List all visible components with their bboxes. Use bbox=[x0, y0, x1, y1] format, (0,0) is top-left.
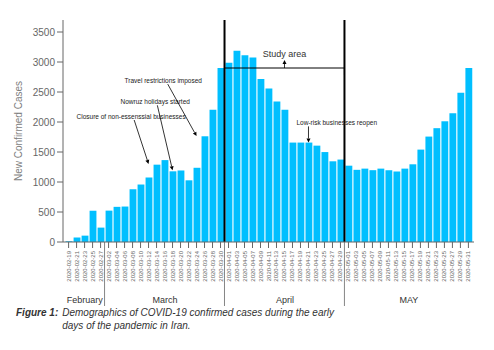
svg-text:2020-02-19: 2020-02-19 bbox=[66, 250, 72, 281]
svg-text:1500: 1500 bbox=[33, 147, 56, 158]
svg-text:Travel restrictions imposed: Travel restrictions imposed bbox=[125, 77, 203, 85]
svg-text:2020-05-25: 2020-05-25 bbox=[441, 250, 447, 281]
svg-text:2020-05-15: 2020-05-15 bbox=[401, 250, 407, 281]
svg-text:2020-04-25: 2020-04-25 bbox=[321, 250, 327, 281]
svg-text:2020-03-06: 2020-03-06 bbox=[122, 250, 128, 281]
svg-text:2020-05-13: 2020-05-13 bbox=[393, 250, 399, 281]
svg-text:2020-03-08: 2020-03-08 bbox=[130, 250, 136, 281]
svg-text:2020-02-21: 2020-02-21 bbox=[74, 250, 80, 281]
svg-text:2020-04-29: 2020-04-29 bbox=[337, 250, 343, 281]
svg-text:2020-05-19: 2020-05-19 bbox=[417, 250, 423, 281]
svg-text:2020-03-30: 2020-03-30 bbox=[218, 250, 224, 281]
svg-text:2020-03-26: 2020-03-26 bbox=[202, 250, 208, 281]
svg-text:2020-03-16: 2020-03-16 bbox=[162, 250, 168, 281]
svg-text:Nowruz holidays started: Nowruz holidays started bbox=[121, 98, 191, 106]
svg-text:2020-03-20: 2020-03-20 bbox=[178, 250, 184, 281]
svg-text:2020-04-03: 2020-04-03 bbox=[234, 250, 240, 281]
svg-text:2020-03-28: 2020-03-28 bbox=[210, 250, 216, 281]
svg-text:2020-02-23: 2020-02-23 bbox=[82, 250, 88, 281]
svg-text:2020-05-09: 2020-05-09 bbox=[377, 250, 383, 281]
svg-text:2020-05-23: 2020-05-23 bbox=[433, 250, 439, 281]
svg-text:2020-04-01: 2020-04-01 bbox=[226, 250, 232, 281]
svg-text:0: 0 bbox=[49, 237, 55, 248]
svg-text:3500: 3500 bbox=[33, 27, 56, 38]
svg-text:2020-03-22: 2020-03-22 bbox=[186, 250, 192, 281]
svg-text:2020-05-31: 2020-05-31 bbox=[465, 250, 471, 281]
svg-text:2020-02-27: 2020-02-27 bbox=[98, 250, 104, 281]
svg-text:2020-05-05: 2020-05-05 bbox=[361, 250, 367, 281]
svg-text:2020-04-23: 2020-04-23 bbox=[313, 250, 319, 281]
svg-text:Closure of non-essenssial busi: Closure of non-essenssial businesses bbox=[77, 113, 187, 120]
svg-text:2020-04-15: 2020-04-15 bbox=[281, 250, 287, 281]
svg-text:2020-03-02: 2020-03-02 bbox=[106, 250, 112, 281]
svg-text:2020-04-11: 2020-04-11 bbox=[266, 250, 272, 281]
svg-text:MAY: MAY bbox=[399, 295, 418, 305]
svg-text:500: 500 bbox=[38, 207, 55, 218]
svg-text:2020-04-13: 2020-04-13 bbox=[273, 250, 279, 281]
svg-text:February: February bbox=[67, 295, 104, 305]
svg-text:2500: 2500 bbox=[33, 87, 56, 98]
svg-text:2020-04-09: 2020-04-09 bbox=[258, 250, 264, 281]
svg-text:2020-04-05: 2020-04-05 bbox=[242, 250, 248, 281]
svg-text:2020-05-21: 2020-05-21 bbox=[425, 250, 431, 281]
svg-text:2020-03-04: 2020-03-04 bbox=[114, 250, 120, 281]
svg-text:2020-04-17: 2020-04-17 bbox=[289, 250, 295, 281]
svg-text:2020-05-29: 2020-05-29 bbox=[457, 250, 463, 281]
svg-text:2020-03-24: 2020-03-24 bbox=[194, 250, 200, 281]
svg-text:March: March bbox=[152, 295, 177, 305]
svg-text:2020-04-07: 2020-04-07 bbox=[250, 250, 256, 281]
svg-text:New Confirmed Cases: New Confirmed Cases bbox=[13, 81, 24, 181]
svg-text:2020-03-10: 2020-03-10 bbox=[138, 250, 144, 281]
html-text:Figure 1: Demographics of COVI: Figure 1: Demographics of COVID-19 confi… bbox=[16, 307, 334, 331]
svg-text:1000: 1000 bbox=[33, 177, 56, 188]
svg-text:2020-05-27: 2020-05-27 bbox=[449, 250, 455, 281]
svg-text:2020-05-07: 2020-05-07 bbox=[369, 250, 375, 281]
svg-text:2020-03-12: 2020-03-12 bbox=[146, 250, 152, 281]
svg-text:2020-05-03: 2020-05-03 bbox=[353, 250, 359, 281]
svg-text:2020-05-01: 2020-05-01 bbox=[345, 250, 351, 281]
svg-text:2020-04-19: 2020-04-19 bbox=[297, 250, 303, 281]
svg-text:2020-04-27: 2020-04-27 bbox=[329, 250, 335, 281]
svg-text:2020-05-11: 2020-05-11 bbox=[385, 250, 391, 281]
svg-text:2020-03-18: 2020-03-18 bbox=[170, 250, 176, 281]
svg-text:Low-risk businesses reopen: Low-risk businesses reopen bbox=[296, 119, 377, 127]
svg-text:2000: 2000 bbox=[33, 117, 56, 128]
svg-text:Study area: Study area bbox=[263, 49, 307, 59]
svg-text:3000: 3000 bbox=[33, 57, 56, 68]
svg-text:April: April bbox=[276, 295, 294, 305]
svg-text:2020-03-14: 2020-03-14 bbox=[154, 250, 160, 281]
svg-text:2020-04-21: 2020-04-21 bbox=[305, 250, 311, 281]
svg-text:2020-02-25: 2020-02-25 bbox=[90, 250, 96, 281]
svg-text:2020-05-17: 2020-05-17 bbox=[409, 250, 415, 281]
